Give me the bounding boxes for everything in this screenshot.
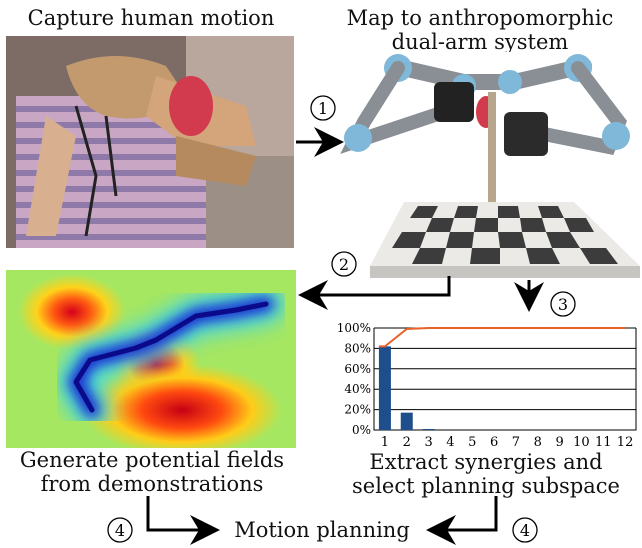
caption-generate-line1: Generate potential fields: [19, 448, 285, 472]
bar-3: [422, 428, 435, 430]
chart-y-ticks: 0% 20% 40% 60% 80% 100%: [337, 321, 371, 437]
svg-text:2: 2: [339, 255, 349, 274]
step-marker-4-right: 4: [512, 517, 538, 543]
bar-1: [378, 346, 391, 430]
caption-capture-human-motion: Capture human motion: [27, 6, 275, 30]
caption-extract-line2: select planning subspace: [352, 474, 620, 498]
step-marker-2: 2: [331, 251, 357, 277]
dual-arm-robot-photo: [334, 52, 640, 286]
bar-2: [400, 412, 413, 430]
chart-bars: [378, 346, 435, 430]
svg-text:1: 1: [318, 99, 328, 118]
step-marker-3: 3: [550, 291, 576, 317]
y-tick-label: 20%: [344, 403, 371, 417]
arrow-field-to-planning: [146, 496, 220, 545]
x-tick-label: 6: [490, 435, 498, 450]
arrow-map-to-field: [298, 276, 451, 310]
dual-arm-robot-illustration: [340, 54, 640, 278]
caption-extract-line1: Extract synergies and: [369, 450, 603, 474]
x-tick-label: 8: [534, 435, 542, 450]
step-marker-4-left: 4: [107, 517, 133, 543]
cumulative-series-line: [378, 327, 626, 348]
caption-map-line2: dual-arm system: [391, 30, 569, 54]
synergy-variance-chart: 0%20%40%60%80%100% 1 2 3 4 5 6 7 8 9 10 11 12: [337, 321, 637, 450]
arrow-synergies-to-planning: [426, 496, 498, 545]
x-tick-label: 3: [424, 435, 432, 450]
y-tick-label: 40%: [344, 382, 371, 396]
x-tick-label: 2: [403, 435, 411, 450]
human-motion-illustration: [6, 36, 294, 248]
x-tick-label: 9: [555, 435, 563, 450]
x-tick-label: 11: [595, 435, 612, 450]
checkerboard: [392, 206, 618, 264]
caption-generate-line2: from demonstrations: [40, 472, 264, 496]
chart-x-ticks: 1 2 3 4 5 6 7 8 9 10 11 12: [381, 435, 634, 450]
x-tick-label: 12: [617, 435, 634, 450]
svg-text:4: 4: [520, 521, 530, 540]
chart-grid: [373, 327, 637, 431]
y-tick-label: 100%: [337, 321, 371, 335]
x-tick-label: 7: [512, 435, 520, 450]
x-tick-label: 4: [446, 435, 454, 450]
caption-motion-planning: Motion planning: [234, 518, 410, 542]
chart-cumulative-line: [378, 327, 626, 348]
potential-field-illustration: [6, 270, 296, 456]
svg-text:3: 3: [558, 295, 568, 314]
step-marker-1: 1: [310, 95, 336, 121]
y-tick-label: 80%: [344, 341, 371, 355]
chart-axes: [373, 328, 637, 431]
potential-field-heatmap: [6, 270, 296, 456]
caption-map-line1: Map to anthropomorphic: [346, 6, 614, 30]
x-tick-label: 5: [468, 435, 476, 450]
x-tick-label: 1: [381, 435, 389, 450]
x-tick-label: 10: [573, 435, 590, 450]
human-motion-photo: [6, 36, 294, 248]
y-tick-label: 0%: [352, 423, 371, 437]
svg-text:4: 4: [115, 521, 125, 540]
y-tick-label: 60%: [344, 362, 371, 376]
